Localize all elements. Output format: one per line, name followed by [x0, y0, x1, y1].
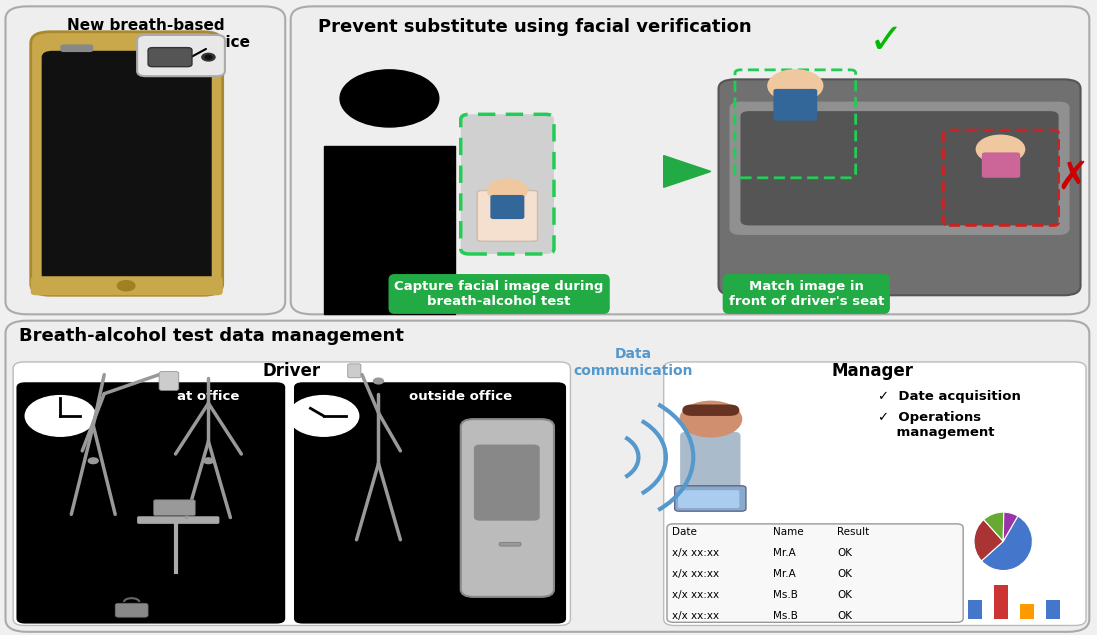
- FancyBboxPatch shape: [682, 404, 739, 416]
- FancyBboxPatch shape: [461, 419, 554, 597]
- Circle shape: [680, 401, 742, 437]
- Text: outside office: outside office: [409, 391, 512, 403]
- Text: Manager: Manager: [832, 363, 913, 380]
- Text: Ms.B: Ms.B: [773, 611, 799, 621]
- FancyBboxPatch shape: [982, 152, 1020, 178]
- FancyBboxPatch shape: [675, 486, 746, 511]
- Circle shape: [289, 396, 359, 436]
- FancyBboxPatch shape: [678, 490, 739, 508]
- FancyBboxPatch shape: [5, 321, 1089, 632]
- Text: x/x xx:xx: x/x xx:xx: [672, 611, 720, 621]
- FancyBboxPatch shape: [664, 362, 1086, 625]
- FancyBboxPatch shape: [115, 603, 148, 617]
- Bar: [968, 600, 982, 619]
- FancyBboxPatch shape: [31, 276, 223, 295]
- Text: Result: Result: [837, 527, 869, 537]
- Text: Capture facial image during
breath-alcohol test: Capture facial image during breath-alcoh…: [395, 280, 603, 308]
- FancyBboxPatch shape: [159, 371, 179, 391]
- FancyBboxPatch shape: [348, 364, 361, 378]
- Circle shape: [204, 458, 213, 464]
- Circle shape: [340, 70, 439, 127]
- FancyBboxPatch shape: [461, 114, 554, 254]
- FancyBboxPatch shape: [13, 362, 570, 625]
- Text: OK: OK: [837, 548, 852, 558]
- FancyBboxPatch shape: [60, 44, 93, 52]
- Text: ✗: ✗: [1056, 159, 1089, 197]
- FancyBboxPatch shape: [137, 516, 219, 524]
- Text: Breath-alcohol test data management: Breath-alcohol test data management: [19, 327, 404, 345]
- Text: Match image in
front of driver's seat: Match image in front of driver's seat: [728, 280, 884, 308]
- FancyBboxPatch shape: [740, 111, 1059, 225]
- Circle shape: [25, 396, 95, 436]
- Text: OK: OK: [837, 611, 852, 621]
- Text: ✓  Operations
    management: ✓ Operations management: [878, 411, 994, 439]
- Text: OK: OK: [837, 569, 852, 579]
- Wedge shape: [1003, 512, 1018, 541]
- Circle shape: [117, 281, 135, 291]
- Text: x/x xx:xx: x/x xx:xx: [672, 569, 720, 579]
- Circle shape: [88, 458, 99, 464]
- Text: New breath-based
alcohol detection device: New breath-based alcohol detection devic…: [41, 18, 250, 50]
- FancyBboxPatch shape: [5, 6, 285, 314]
- Text: Driver: Driver: [263, 363, 320, 380]
- Text: Mr.A: Mr.A: [773, 548, 796, 558]
- FancyBboxPatch shape: [667, 524, 963, 622]
- Circle shape: [373, 378, 384, 384]
- FancyBboxPatch shape: [137, 35, 225, 76]
- Text: Prevent substitute using facial verification: Prevent substitute using facial verifica…: [318, 18, 751, 36]
- FancyBboxPatch shape: [499, 542, 521, 546]
- Text: Name: Name: [773, 527, 804, 537]
- Bar: [1020, 604, 1034, 619]
- FancyBboxPatch shape: [16, 382, 285, 624]
- Text: OK: OK: [837, 590, 852, 600]
- Circle shape: [768, 70, 823, 102]
- FancyBboxPatch shape: [474, 444, 540, 521]
- FancyBboxPatch shape: [669, 527, 757, 533]
- Text: Mr.A: Mr.A: [773, 569, 796, 579]
- Text: Data
communication: Data communication: [574, 347, 692, 378]
- FancyBboxPatch shape: [773, 89, 817, 121]
- FancyBboxPatch shape: [730, 102, 1070, 235]
- Polygon shape: [664, 156, 711, 187]
- Circle shape: [205, 55, 212, 59]
- Circle shape: [202, 53, 215, 61]
- FancyBboxPatch shape: [294, 382, 566, 624]
- FancyBboxPatch shape: [42, 51, 212, 286]
- Polygon shape: [324, 146, 455, 314]
- FancyBboxPatch shape: [490, 195, 524, 219]
- FancyBboxPatch shape: [154, 500, 195, 516]
- Circle shape: [976, 135, 1025, 163]
- Text: at office: at office: [178, 391, 239, 403]
- Wedge shape: [984, 512, 1004, 541]
- FancyBboxPatch shape: [291, 6, 1089, 314]
- Bar: [994, 585, 1008, 619]
- FancyBboxPatch shape: [31, 32, 223, 295]
- Wedge shape: [982, 516, 1032, 570]
- FancyBboxPatch shape: [719, 79, 1081, 295]
- Text: Ms.B: Ms.B: [773, 590, 799, 600]
- FancyBboxPatch shape: [148, 48, 192, 67]
- Text: Date: Date: [672, 527, 698, 537]
- Text: ✓: ✓: [869, 20, 904, 62]
- FancyBboxPatch shape: [680, 432, 740, 495]
- Wedge shape: [974, 519, 1003, 561]
- Text: ✓  Date acquisition: ✓ Date acquisition: [878, 391, 1020, 403]
- Text: x/x xx:xx: x/x xx:xx: [672, 548, 720, 558]
- Circle shape: [487, 179, 528, 202]
- Text: x/x xx:xx: x/x xx:xx: [672, 590, 720, 600]
- Bar: [1047, 600, 1061, 619]
- FancyBboxPatch shape: [477, 190, 538, 241]
